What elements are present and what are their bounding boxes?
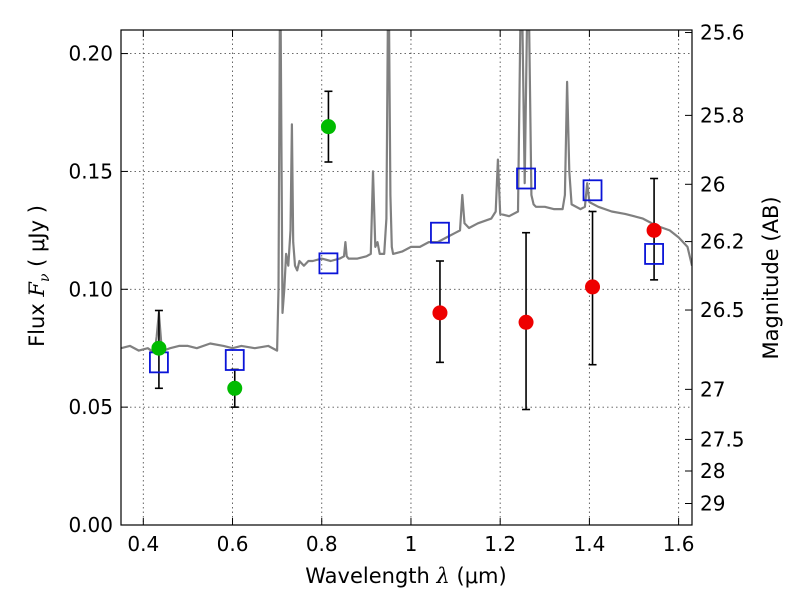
y-tick-label: 0.05	[68, 395, 113, 419]
model-box	[582, 179, 603, 202]
x-axis-title: Wavelength λ (μm)	[305, 564, 506, 588]
green-point	[320, 119, 336, 135]
y-tick-label: 0.00	[68, 513, 113, 537]
x-tick-label: 0.6	[217, 532, 249, 556]
mag-tick-label: 26	[700, 172, 725, 196]
model-box	[516, 167, 536, 190]
photometry-points	[151, 119, 662, 396]
red-point	[432, 305, 448, 321]
grid-lines	[121, 30, 692, 525]
plot-frame	[120, 29, 693, 526]
mag-tick-label: 25.8	[700, 103, 745, 127]
mag-tick-label: 27	[700, 377, 725, 401]
green-point	[227, 380, 243, 396]
mag-tick-label: 25.6	[700, 21, 745, 45]
x-tick-label: 0.4	[127, 532, 159, 556]
x-tick-label: 1	[405, 532, 418, 556]
y-tick-label: 0.10	[68, 277, 113, 301]
model-box	[318, 252, 339, 275]
model-box	[430, 221, 450, 244]
x-tick-label: 1.6	[663, 532, 695, 556]
model-box	[644, 243, 664, 265]
mag-tick-label: 28	[700, 459, 725, 483]
x-tick-label: 1.2	[484, 532, 516, 556]
x-tick-label: 0.8	[306, 532, 338, 556]
red-point	[518, 314, 534, 330]
spectrum-series	[121, 30, 692, 354]
mag-tick-label: 29	[700, 492, 725, 516]
y-tick-label: 0.20	[68, 42, 113, 66]
mag-tick-label: 26.5	[700, 298, 745, 322]
y-tick-label: 0.15	[68, 159, 113, 183]
mag-tick-label: 26.2	[700, 230, 745, 254]
model-boxes-series	[149, 167, 664, 374]
red-point	[585, 279, 601, 295]
y-axis-title: Flux Fν ( μJy )	[25, 205, 53, 347]
tick-labels: 0.4 0.6 0.8 1 1.2 1.4 1.6 0.00 0.05 0.10 0.15 0.20 2…	[68, 21, 744, 556]
red-point	[646, 222, 662, 238]
x-tick-label: 1.4	[573, 532, 605, 556]
axis-ticks	[121, 30, 692, 526]
right-axis-title: Magnitude (AB)	[759, 196, 783, 359]
model-box	[224, 349, 245, 371]
green-point	[151, 340, 167, 356]
mag-tick-label: 27.5	[700, 427, 745, 451]
spectrum-line	[121, 30, 692, 354]
